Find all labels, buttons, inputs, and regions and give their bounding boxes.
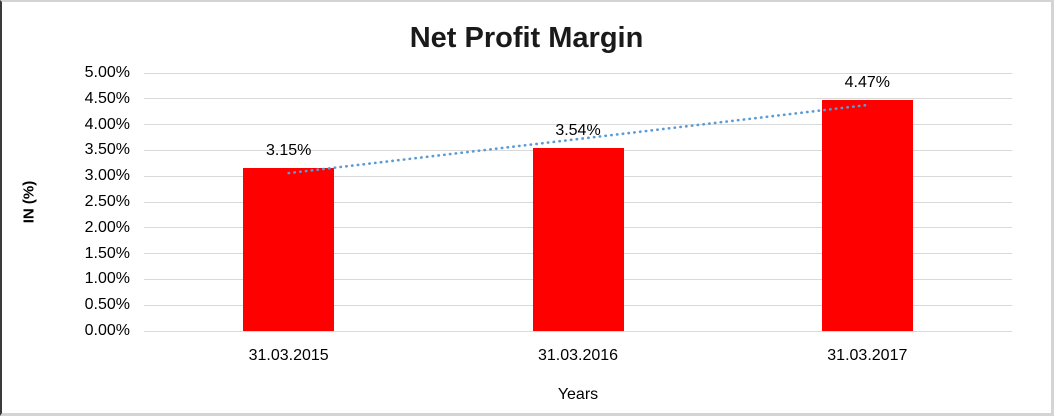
x-tick-label: 31.03.2016 (537, 347, 619, 364)
x-tick-label: 31.03.2017 (827, 347, 908, 364)
x-axis-title: Years (557, 386, 599, 403)
gridline (144, 98, 1012, 100)
y-tick-label: 4.50% (84, 89, 130, 107)
bar (821, 100, 913, 331)
y-tick-label: 1.50% (84, 244, 130, 262)
gridline (144, 330, 1012, 332)
y-tick-label: 3.00% (84, 167, 130, 185)
y-tick-label: 1.00% (84, 270, 130, 288)
y-tick-label: 5.00% (84, 64, 130, 81)
chart-title: Net Profit Margin (409, 22, 644, 54)
bar (532, 148, 624, 331)
bar-data-label: 3.15% (265, 142, 312, 160)
bar (243, 168, 335, 331)
y-tick-label: 0.00% (84, 322, 130, 339)
y-tick-label: 2.50% (84, 193, 130, 210)
bar-data-label: 3.54% (555, 122, 601, 140)
trendline (287, 103, 869, 175)
y-tick-label: 0.50% (84, 296, 130, 314)
y-tick-label: 4.00% (84, 115, 130, 133)
x-tick-label: 31.03.2015 (248, 347, 329, 364)
gridline (144, 124, 1012, 126)
y-tick-label: 3.50% (84, 141, 130, 159)
gridline (144, 72, 1012, 74)
y-tick-label: 2.00% (84, 218, 130, 236)
bar-data-label: 4.47% (844, 74, 891, 92)
